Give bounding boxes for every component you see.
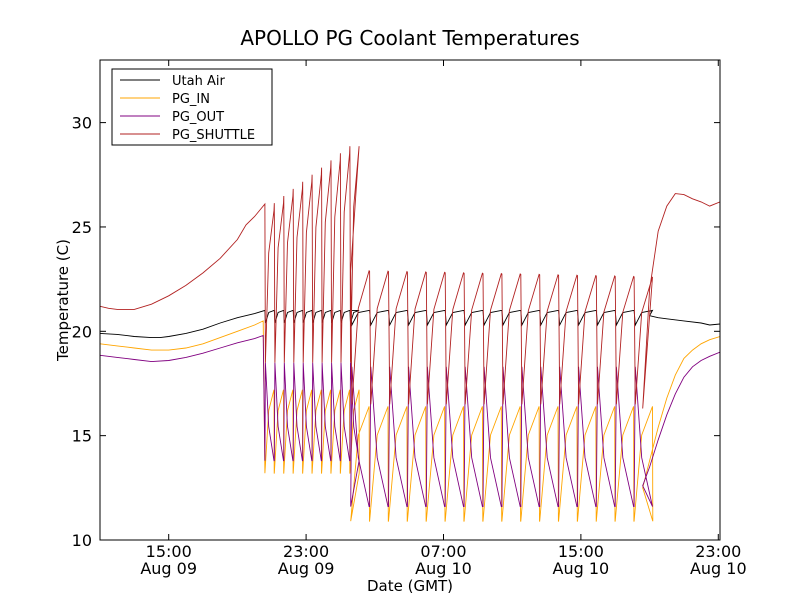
y-tick-label: 25 [72,218,92,237]
series-line-pg-in [100,320,720,522]
x-tick-label-date: Aug 10 [553,559,610,578]
y-tick-label: 20 [72,322,92,341]
legend-entry: Utah Air [172,74,225,89]
x-tick-label-date: Aug 09 [140,559,197,578]
series-line-pg-out [100,334,720,508]
x-tick-label-date: Aug 10 [415,559,472,578]
x-tick-label-time: 23:00 [695,542,741,561]
legend-entry: PG_OUT [172,110,224,125]
y-tick-label: 30 [72,114,92,133]
y-axis-label: Temperature (C) [54,239,72,362]
x-tick-label-time: 23:00 [283,542,329,561]
x-tick-label-time: 15:00 [558,542,604,561]
x-tick-label-time: 07:00 [420,542,466,561]
x-tick-label-time: 15:00 [146,542,192,561]
y-tick-label: 10 [72,531,92,550]
plot-area [99,59,721,541]
legend-entry: PG_SHUTTLE [172,128,255,143]
x-tick-label-date: Aug 09 [278,559,335,578]
x-axis-label: Date (GMT) [367,577,453,595]
chart-title: APOLLO PG Coolant Temperatures [240,26,579,50]
plot-frame [99,59,721,541]
series-line-utah-air [100,309,720,339]
series-line-pg-shuttle [100,146,720,409]
legend-box [111,68,273,146]
legend-entry: PG_IN [172,92,210,107]
y-tick-label: 15 [72,427,92,446]
legend: Utah Air PG_IN PG_OUT PG_SHUTTLE [111,68,273,146]
x-tick-label-date: Aug 10 [690,559,747,578]
